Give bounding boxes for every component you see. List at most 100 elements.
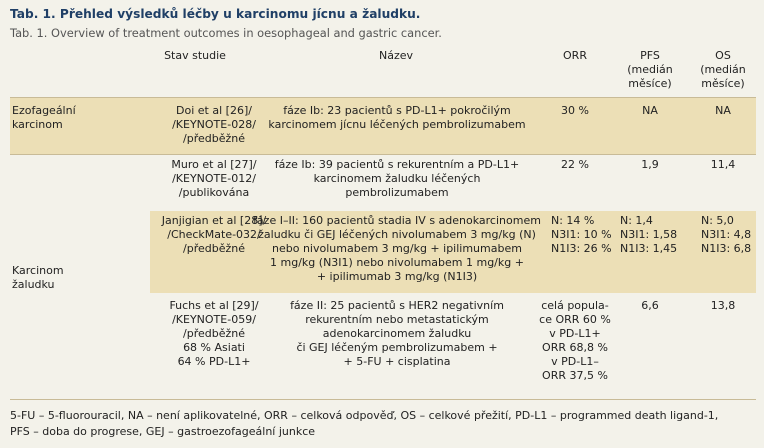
cell-line: 11,4	[710, 158, 736, 171]
cell-line: v PD-L1+	[549, 327, 601, 340]
os-cell: 11,4	[690, 158, 756, 172]
group-label-line: žaludku	[12, 278, 55, 291]
header-name: Název	[378, 49, 414, 62]
os-cell: N: 5,0 N3I1: 4,8 N1I3: 6,8	[701, 214, 751, 256]
cell-line: NA	[642, 104, 658, 117]
row-band-checkmate	[150, 211, 756, 293]
cell-line: N3I1: 10 %	[551, 228, 612, 241]
cell-line: fáze Ib: 23 pacientů s PD-L1+ pokročilým	[283, 104, 511, 117]
group-label-line: Ezofageální	[12, 104, 76, 117]
cell-line: 1 mg/kg (N3I1) nebo nivolumabem 1 mg/kg …	[270, 256, 524, 269]
cell-line: 30 %	[561, 104, 589, 117]
study-status-cell: Doi et al [26]/ /KEYNOTE-028/ /předběžné	[150, 104, 278, 146]
study-status-cell: Fuchs et al [29]/ /KEYNOTE-059/ /předběž…	[150, 299, 278, 369]
header-pfs-line: měsíce)	[628, 77, 672, 90]
header-os: OS (medián měsíce)	[690, 49, 756, 91]
os-cell: 13,8	[690, 299, 756, 313]
cell-line: fáze Ib: 39 pacientů s rekurentním a PD-…	[274, 158, 520, 171]
cell-line: či GEJ léčeným pembrolizumabem +	[296, 341, 498, 354]
cell-line: ORR 37,5 %	[542, 369, 608, 382]
cell-line: /předběžné	[183, 242, 245, 255]
study-status-cell: Muro et al [27]/ /KEYNOTE-012/ /publikov…	[150, 158, 278, 200]
cell-line: fáze II: 25 pacientů s HER2 negativním	[290, 299, 504, 312]
cell-line: 64 % PD-L1+	[177, 355, 251, 368]
cell-line: 1,9	[641, 158, 659, 171]
cell-line: Fuchs et al [29]/	[169, 299, 259, 312]
group-label-line: Karcinom	[12, 264, 64, 277]
cell-line: karcinomem jícnu léčených pembrolizumabe…	[268, 118, 526, 131]
cell-line: 13,8	[710, 299, 736, 312]
footnote-line: PFS – doba do progrese, GEJ – gastroezof…	[10, 425, 316, 438]
row-band-gastric	[10, 154, 756, 211]
footnote-line: 5-FU – 5-fluorouracil, NA – není aplikov…	[10, 409, 719, 422]
cell-line: N: 1,4	[620, 214, 653, 227]
cell-line: celá popula-	[541, 299, 609, 312]
header-os-line: OS	[715, 49, 731, 62]
header-study-status: Stav studie	[164, 49, 226, 62]
pfs-cell: NA	[615, 104, 685, 118]
table-subtitle: Tab. 1. Overview of treatment outcomes i…	[10, 26, 442, 40]
orr-cell: 22 %	[545, 158, 605, 172]
cell-line: ce ORR 60 %	[539, 313, 611, 326]
orr-cell: celá popula- ce ORR 60 % v PD-L1+ ORR 68…	[537, 299, 613, 383]
study-name-cell: fáze II: 25 pacientů s HER2 negativním r…	[258, 299, 536, 369]
cell-line: NA	[715, 104, 731, 117]
orr-cell: N: 14 % N3I1: 10 % N1I3: 26 %	[551, 214, 612, 256]
cell-line: 68 % Asiati	[183, 341, 245, 354]
cell-line: pembrolizumabem	[345, 186, 449, 199]
orr-cell: 30 %	[545, 104, 605, 118]
cell-line: karcinomem žaludku léčených	[313, 172, 481, 185]
cell-line: /KEYNOTE-059/	[172, 313, 256, 326]
cell-line: rekurentním nebo metastatickým	[305, 313, 489, 326]
group-label-esophageal: Ezofageální karcinom	[12, 104, 76, 132]
row-divider	[10, 154, 756, 155]
cell-line: fáze I–II: 160 pacientů stadia IV s aden…	[253, 214, 541, 227]
cell-line: N: 14 %	[551, 214, 595, 227]
cell-line: N3I1: 1,58	[620, 228, 678, 241]
cell-line: + 5-FU + cisplatina	[343, 355, 451, 368]
cell-line: /KEYNOTE-012/	[172, 172, 256, 185]
cell-line: /předběžné	[183, 132, 245, 145]
study-status-cell: Janjigian et al [28]/ /CheckMate-032/ /p…	[150, 214, 278, 256]
cell-line: + ipilimumab 3 mg/kg (N1I3)	[316, 270, 478, 283]
cell-line: v PD-L1–	[551, 355, 599, 368]
group-label-line: karcinom	[12, 118, 63, 131]
header-pfs-line: (medián	[627, 63, 673, 76]
pfs-cell: 1,9	[615, 158, 685, 172]
cell-line: 22 %	[561, 158, 589, 171]
row-band-esophageal	[10, 97, 756, 154]
cell-line: N3I1: 4,8	[701, 228, 752, 241]
header-pfs-line: PFS	[640, 49, 660, 62]
cell-line: Doi et al [26]/	[176, 104, 252, 117]
group-label-gastric: Karcinom žaludku	[12, 264, 64, 292]
cell-line: N1I3: 1,45	[620, 242, 678, 255]
cell-line: žaludku či GEJ léčených nivolumabem 3 mg…	[258, 228, 536, 241]
header-divider	[10, 97, 756, 98]
cell-line: nebo nivolumabem 3 mg/kg + ipilimumabem	[272, 242, 522, 255]
cell-line: ORR 68,8 %	[542, 341, 608, 354]
header-os-line: (medián	[700, 63, 746, 76]
study-name-cell: fáze Ib: 39 pacientů s rekurentním a PD-…	[258, 158, 536, 200]
table-bottom-divider	[10, 399, 756, 400]
cell-line: /předběžné	[183, 327, 245, 340]
cell-line: 6,6	[641, 299, 659, 312]
header-os-line: měsíce)	[701, 77, 745, 90]
cell-line: N1I3: 26 %	[551, 242, 612, 255]
study-name-cell: fáze Ib: 23 pacientů s PD-L1+ pokročilým…	[258, 104, 536, 132]
os-cell: NA	[690, 104, 756, 118]
cell-line: adenokarcinomem žaludku	[322, 327, 472, 340]
cell-line: N1I3: 6,8	[701, 242, 752, 255]
pfs-cell: 6,6	[615, 299, 685, 313]
cell-line: /CheckMate-032/	[167, 228, 261, 241]
cell-line: N: 5,0	[701, 214, 734, 227]
header-orr: ORR	[563, 49, 587, 62]
pfs-cell: N: 1,4 N3I1: 1,58 N1I3: 1,45	[620, 214, 677, 256]
cell-line: Muro et al [27]/	[171, 158, 257, 171]
cell-line: /publikována	[178, 186, 250, 199]
header-pfs: PFS (medián měsíce)	[615, 49, 685, 91]
table-title: Tab. 1. Přehled výsledků léčby u karcino…	[10, 7, 421, 21]
cell-line: Janjigian et al [28]/	[161, 214, 267, 227]
study-name-cell: fáze I–II: 160 pacientů stadia IV s aden…	[250, 214, 544, 284]
cell-line: /KEYNOTE-028/	[172, 118, 256, 131]
